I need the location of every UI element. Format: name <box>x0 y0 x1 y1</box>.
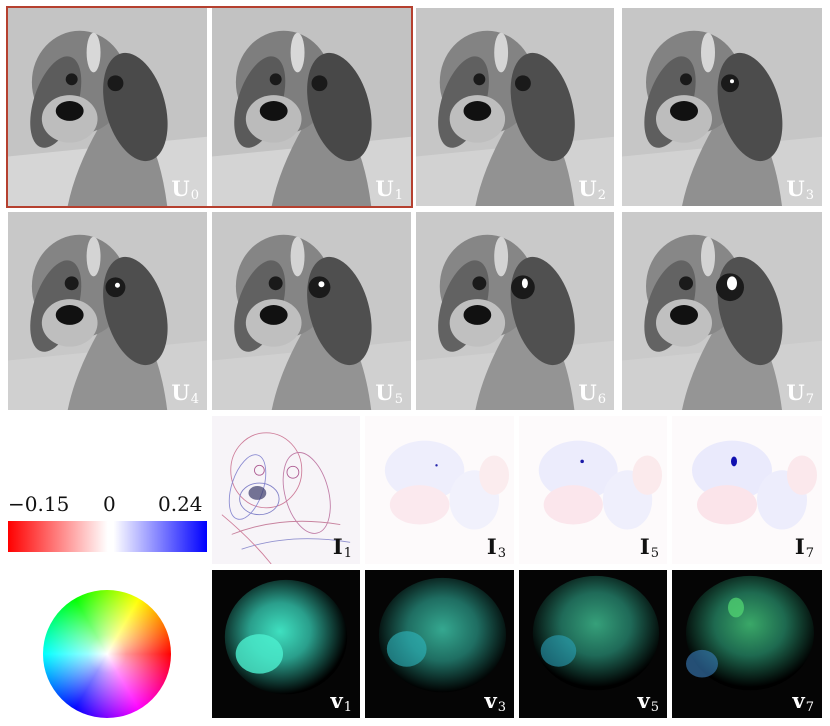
image-u0: U0 <box>8 8 207 206</box>
flow-field-icon <box>672 570 822 718</box>
beagle-photo-icon <box>8 212 207 410</box>
panel-label: v1 <box>330 688 352 715</box>
image-u4: U4 <box>8 212 207 410</box>
panel-label: I7 <box>794 534 814 561</box>
intensity-diff-icon <box>672 416 822 564</box>
image-v7: v7 <box>672 570 822 718</box>
image-v3: v3 <box>365 570 514 718</box>
intensity-diff-icon <box>212 416 360 564</box>
flow-field-icon <box>519 570 667 718</box>
intensity-diff-icon <box>519 416 667 564</box>
panel-label: U1 <box>375 176 403 203</box>
image-i3: I3 <box>365 416 514 564</box>
image-u7: U7 <box>622 212 822 410</box>
beagle-photo-icon <box>416 8 614 206</box>
panel-label: v7 <box>792 688 814 715</box>
panel-label: v5 <box>637 688 659 715</box>
flow-field-icon <box>212 570 360 718</box>
panel-label: I3 <box>486 534 506 561</box>
panel-label: I5 <box>639 534 659 561</box>
colorbar-mid-label: 0 <box>103 492 116 516</box>
image-u2: U2 <box>416 8 614 206</box>
image-i1: I1 <box>212 416 360 564</box>
colorbar <box>8 521 207 552</box>
color-wheel <box>43 590 171 718</box>
beagle-photo-icon <box>622 8 822 206</box>
panel-label: U5 <box>375 380 403 407</box>
panel-label: U2 <box>578 176 606 203</box>
highlight-frame <box>6 6 413 208</box>
panel-label: U7 <box>786 380 814 407</box>
intensity-diff-icon <box>365 416 514 564</box>
image-v1: v1 <box>212 570 360 718</box>
beagle-photo-icon <box>416 212 614 410</box>
image-u5: U5 <box>212 212 411 410</box>
panel-label: U0 <box>171 176 199 203</box>
colorbar-min-label: −0.15 <box>8 492 70 516</box>
beagle-photo-icon <box>622 212 822 410</box>
beagle-photo-icon <box>8 8 207 206</box>
flow-field-icon <box>365 570 514 718</box>
colorbar-max-label: 0.24 <box>158 492 203 516</box>
image-i5: I5 <box>519 416 667 564</box>
image-u3: U3 <box>622 8 822 206</box>
panel-label: I1 <box>332 534 352 561</box>
image-v5: v5 <box>519 570 667 718</box>
image-i7: I7 <box>672 416 822 564</box>
beagle-photo-icon <box>212 8 411 206</box>
image-u1: U1 <box>212 8 411 206</box>
panel-label: U3 <box>786 176 814 203</box>
panel-label: U6 <box>578 380 606 407</box>
panel-label: U4 <box>171 380 199 407</box>
panel-label: v3 <box>484 688 506 715</box>
image-u6: U6 <box>416 212 614 410</box>
beagle-photo-icon <box>212 212 411 410</box>
